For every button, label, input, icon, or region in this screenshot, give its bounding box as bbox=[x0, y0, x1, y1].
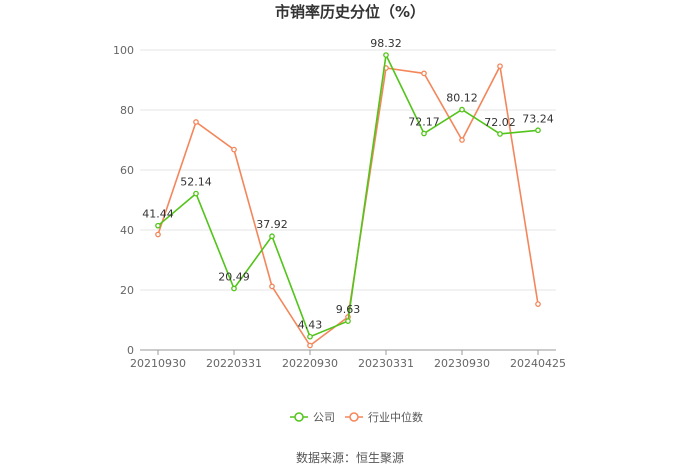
data-label: 80.12 bbox=[446, 92, 478, 105]
data-point bbox=[193, 190, 199, 197]
x-axis: 20210930 20220331 20220930 20230331 20230930… bbox=[130, 349, 566, 370]
y-tick-label: 20 bbox=[120, 284, 134, 297]
data-point bbox=[155, 231, 161, 238]
legend-item-0[interactable]: 公司 bbox=[290, 411, 335, 424]
data-label: 52.14 bbox=[180, 176, 212, 189]
data-point bbox=[269, 283, 275, 290]
legend-label: 行业中位数 bbox=[368, 410, 423, 424]
data-point bbox=[535, 301, 541, 307]
data-point bbox=[307, 333, 313, 340]
data-label: 41.44 bbox=[142, 208, 174, 221]
x-tick-label: 20210930 bbox=[130, 357, 186, 370]
data-point bbox=[421, 70, 427, 77]
legend-marker bbox=[349, 412, 359, 422]
data-label: 9.63 bbox=[336, 303, 361, 316]
data-point bbox=[231, 146, 237, 153]
legend-item-1[interactable]: 行业中位数 bbox=[345, 410, 423, 424]
y-tick-label: 0 bbox=[127, 344, 134, 357]
data-point bbox=[231, 285, 237, 292]
y-tick-label: 100 bbox=[113, 44, 134, 57]
y-tick-label: 80 bbox=[120, 104, 134, 117]
data-label: 72.02 bbox=[484, 116, 516, 129]
data-label: 73.24 bbox=[522, 112, 554, 125]
x-tick-label: 20230331 bbox=[358, 357, 414, 370]
data-label: 4.43 bbox=[298, 319, 323, 332]
data-point bbox=[421, 130, 427, 137]
x-tick-label: 20220331 bbox=[206, 357, 262, 370]
data-labels: 41.44 52.14 20.49 37.92 4.43 9.63 98.32 72.17 80… bbox=[142, 37, 554, 332]
y-tick-label: 60 bbox=[120, 164, 134, 177]
chart-title: 市销率历史分位（%） bbox=[275, 3, 425, 21]
series-group bbox=[155, 52, 541, 349]
data-label: 72.17 bbox=[408, 115, 440, 128]
data-point bbox=[345, 318, 351, 324]
data-point bbox=[155, 222, 161, 229]
data-point bbox=[193, 119, 199, 125]
data-point bbox=[535, 127, 541, 134]
data-point bbox=[459, 137, 465, 143]
data-point bbox=[383, 52, 389, 58]
data-label: 37.92 bbox=[256, 218, 288, 231]
data-point bbox=[497, 63, 503, 70]
data-point bbox=[459, 106, 465, 113]
x-tick-label: 20230930 bbox=[434, 357, 490, 370]
legend[interactable]: 公司 行业中位数 bbox=[290, 410, 423, 424]
legend-label: 公司 bbox=[313, 411, 335, 424]
data-label: 98.32 bbox=[370, 37, 402, 50]
legend-marker bbox=[294, 412, 304, 422]
data-label: 20.49 bbox=[218, 271, 250, 284]
data-point bbox=[497, 131, 503, 137]
y-axis: 0 20 40 60 80 100 bbox=[113, 44, 134, 357]
source-note: 数据来源：恒生聚源 bbox=[296, 450, 404, 465]
x-tick-label: 20220930 bbox=[282, 357, 338, 370]
data-point bbox=[269, 233, 275, 240]
data-point bbox=[307, 342, 313, 349]
y-tick-label: 40 bbox=[120, 224, 134, 237]
x-tick-label: 20240425 bbox=[510, 357, 566, 370]
series-line-0 bbox=[157, 52, 539, 338]
